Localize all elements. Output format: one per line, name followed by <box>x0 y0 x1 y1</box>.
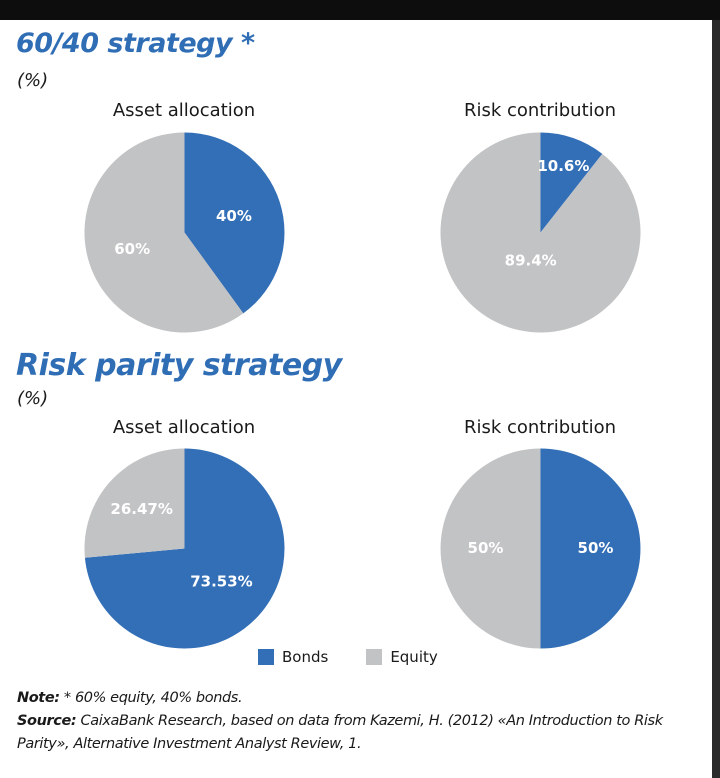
right-edge-bar <box>712 20 720 778</box>
pie-6040-risk-contribution: 10.6% 89.4% <box>440 132 641 333</box>
section-title-risk-parity: Risk parity strategy <box>16 348 342 383</box>
unit-risk-parity: (%) <box>17 388 49 409</box>
unit-6040: (%) <box>17 70 49 91</box>
top-bar <box>0 0 720 20</box>
chart-title-6040-risk: Risk contribution <box>463 100 617 121</box>
note-text: * 60% equity, 40% bonds. <box>59 690 243 706</box>
chart-title-6040-asset: Asset allocation <box>112 100 256 121</box>
pie-slice-equity <box>440 448 541 649</box>
legend-swatch-bonds <box>258 649 274 665</box>
pie-label-equity: 60% <box>114 240 150 258</box>
pie-6040-asset-allocation: 40% 60% <box>84 132 285 333</box>
pie-label-equity: 89.4% <box>505 251 557 269</box>
source-text: CaixaBank Research, based on data from K… <box>17 713 663 752</box>
section-title-6040: 60/40 strategy * <box>16 28 255 59</box>
pie-label-equity: 50% <box>468 539 504 557</box>
chart-title-rp-asset: Asset allocation <box>112 417 256 438</box>
pie-rp-risk-contribution: 50% 50% <box>440 448 641 649</box>
pie-label-bonds: 40% <box>216 207 252 225</box>
legend-label-bonds: Bonds <box>282 648 329 666</box>
legend: Bonds Equity <box>258 648 476 666</box>
pie-label-bonds: 73.53% <box>190 573 252 591</box>
chart-title-rp-risk: Risk contribution <box>463 417 617 438</box>
source-line: Source: CaixaBank Research, based on dat… <box>17 710 707 756</box>
pie-slice-equity <box>84 448 185 558</box>
notes: Note: * 60% equity, 40% bonds. Source: C… <box>17 687 707 756</box>
pie-label-bonds: 50% <box>578 539 614 557</box>
pie-label-bonds: 10.6% <box>537 157 589 175</box>
note-label: Note: <box>17 690 60 706</box>
legend-item-equity: Equity <box>366 648 438 666</box>
source-label: Source: <box>17 713 77 729</box>
note-line: Note: * 60% equity, 40% bonds. <box>17 687 707 710</box>
pie-slice-bonds <box>540 132 603 233</box>
pie-label-equity: 26.47% <box>110 500 172 518</box>
pie-slice-bonds <box>540 448 641 649</box>
legend-label-equity: Equity <box>390 648 438 666</box>
pie-rp-asset-allocation: 73.53% 26.47% <box>84 448 285 649</box>
pie-slice-bonds <box>84 448 285 649</box>
legend-swatch-equity <box>366 649 383 665</box>
legend-item-bonds: Bonds <box>258 648 328 666</box>
pie-slice-bonds <box>184 132 285 314</box>
pie-slice-equity <box>440 132 641 333</box>
pie-slice-equity <box>84 132 244 333</box>
